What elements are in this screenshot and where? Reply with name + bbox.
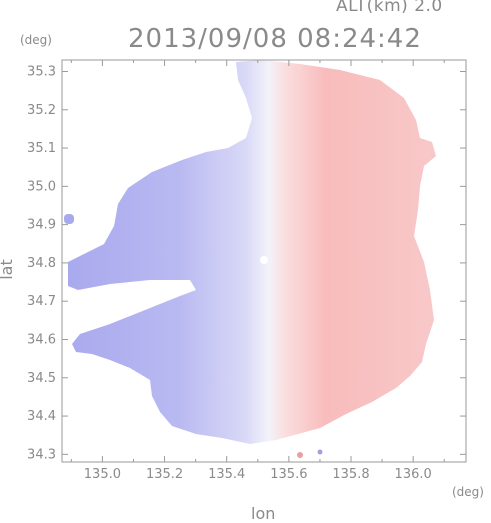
radial-velocity-field	[64, 60, 436, 458]
y-axis-unit: (deg)	[20, 33, 52, 47]
timestamp-title: 2013/09/08 08:24:42	[128, 24, 422, 54]
plot-frame	[61, 59, 467, 463]
y-tick-label: 34.8	[27, 256, 56, 271]
y-tick-label: 34.6	[27, 332, 56, 347]
y-tick-label: 35.2	[27, 103, 56, 118]
echo-speck	[297, 452, 303, 458]
y-tick-label: 34.9	[27, 218, 56, 233]
radar-site-marker	[260, 256, 268, 264]
y-tick-label: 35.1	[27, 141, 56, 156]
x-tick-label: 135.8	[332, 467, 369, 482]
x-tick-label: 135.4	[208, 467, 245, 482]
y-tick-label: 34.7	[27, 294, 56, 309]
echo-fragment	[64, 214, 74, 224]
y-tick-label: 34.3	[27, 447, 56, 462]
x-axis-unit: (deg)	[452, 485, 484, 499]
plot-axes: 135.0 135.2 135.4 135.6 135.8 136.0 34.3 34.4 34…	[27, 59, 467, 482]
echo-region	[68, 60, 436, 444]
x-tick-label: 136.0	[395, 467, 432, 482]
x-axis-label: lon	[251, 504, 276, 523]
echo-speck	[317, 449, 323, 455]
x-tick-label: 135.6	[270, 467, 307, 482]
y-tick-label: 35.3	[27, 64, 56, 79]
y-tick-label: 34.4	[27, 409, 56, 424]
y-tick-label: 35.0	[27, 179, 56, 194]
x-tick-label: 135.0	[84, 467, 121, 482]
y-tick-label: 34.5	[27, 371, 56, 386]
x-tick-label: 135.2	[146, 467, 183, 482]
altitude-label: ALT(km) 2.0	[336, 0, 443, 16]
